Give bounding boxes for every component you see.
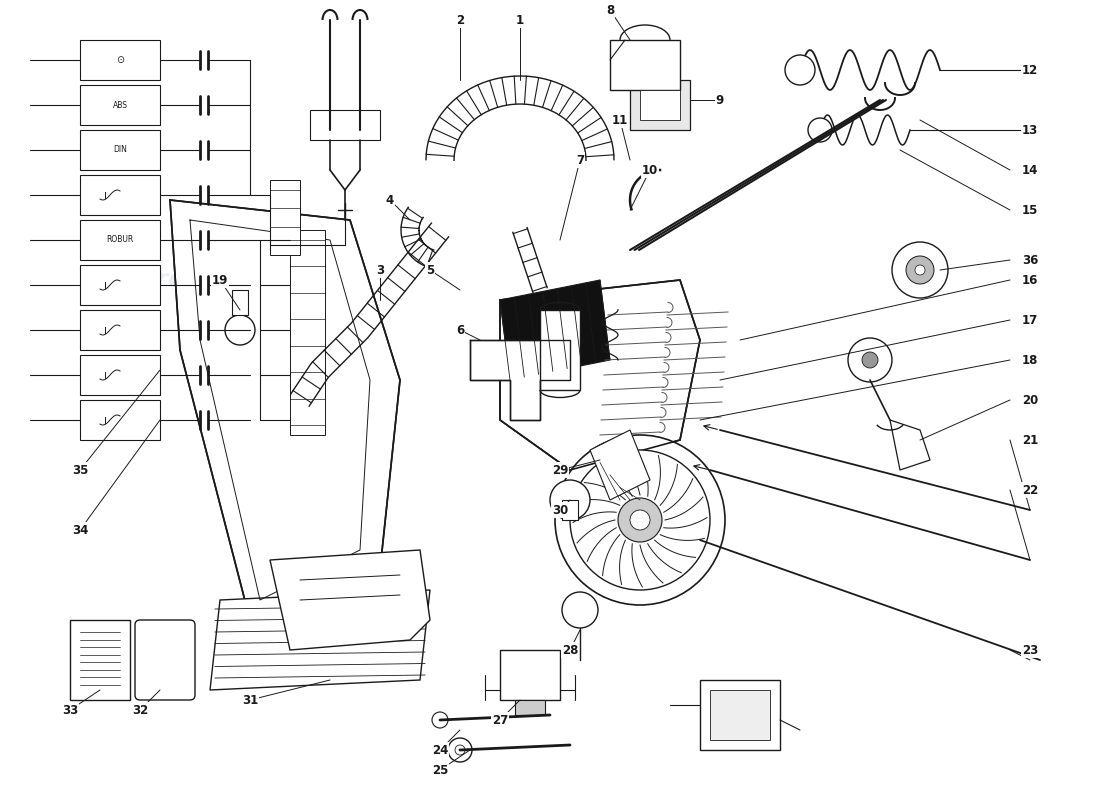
- Text: 24: 24: [432, 743, 448, 757]
- Circle shape: [432, 712, 448, 728]
- Circle shape: [455, 745, 465, 755]
- Circle shape: [862, 352, 878, 368]
- Text: 14: 14: [1022, 163, 1038, 177]
- Text: 27: 27: [492, 714, 508, 726]
- Circle shape: [562, 592, 598, 628]
- Text: 18: 18: [1022, 354, 1038, 366]
- Text: eurospares: eurospares: [121, 268, 279, 292]
- Circle shape: [785, 55, 815, 85]
- Text: 4: 4: [386, 194, 394, 206]
- Bar: [500, 650, 560, 700]
- Bar: [80, 40, 160, 80]
- Text: 35: 35: [72, 463, 88, 477]
- Bar: [80, 220, 160, 260]
- Text: 36: 36: [1022, 254, 1038, 266]
- Circle shape: [848, 338, 892, 382]
- Bar: [540, 310, 580, 390]
- Text: 17: 17: [1022, 314, 1038, 326]
- Bar: [310, 110, 380, 140]
- Bar: [290, 230, 324, 435]
- Polygon shape: [210, 590, 430, 690]
- Circle shape: [556, 435, 725, 605]
- Text: DIN: DIN: [113, 146, 127, 154]
- Polygon shape: [270, 550, 430, 650]
- Circle shape: [618, 498, 662, 542]
- Text: 30: 30: [552, 503, 568, 517]
- Circle shape: [915, 265, 925, 275]
- Bar: [80, 85, 160, 125]
- Text: 3: 3: [376, 263, 384, 277]
- Text: 32: 32: [132, 703, 148, 717]
- Text: 25: 25: [432, 763, 448, 777]
- Text: 10: 10: [642, 163, 658, 177]
- Text: ABS: ABS: [112, 101, 128, 110]
- Bar: [80, 355, 160, 395]
- Text: 31: 31: [242, 694, 258, 706]
- Text: 8: 8: [606, 3, 614, 17]
- Circle shape: [448, 738, 472, 762]
- Bar: [80, 130, 160, 170]
- Circle shape: [226, 315, 255, 345]
- Bar: [640, 90, 680, 120]
- Polygon shape: [890, 420, 930, 470]
- Text: 11: 11: [612, 114, 628, 126]
- Polygon shape: [500, 280, 610, 380]
- Text: ⊙: ⊙: [116, 55, 124, 65]
- FancyBboxPatch shape: [135, 620, 195, 700]
- Bar: [80, 400, 160, 440]
- Bar: [80, 310, 160, 350]
- Polygon shape: [170, 200, 400, 620]
- Bar: [710, 690, 770, 740]
- Bar: [562, 500, 578, 520]
- Bar: [232, 290, 248, 315]
- Text: 13: 13: [1022, 123, 1038, 137]
- Text: 29: 29: [552, 463, 569, 477]
- Text: 33: 33: [62, 703, 78, 717]
- Text: 20: 20: [1022, 394, 1038, 406]
- Bar: [700, 680, 780, 750]
- Bar: [80, 265, 160, 305]
- Text: 21: 21: [1022, 434, 1038, 446]
- Circle shape: [906, 256, 934, 284]
- Text: 6: 6: [455, 323, 464, 337]
- Text: 23: 23: [1022, 643, 1038, 657]
- Text: 12: 12: [1022, 63, 1038, 77]
- Text: 16: 16: [1022, 274, 1038, 286]
- Text: ROBUR: ROBUR: [107, 235, 133, 245]
- Text: 34: 34: [72, 523, 88, 537]
- Polygon shape: [500, 280, 700, 470]
- Bar: [270, 180, 300, 255]
- Polygon shape: [470, 340, 570, 420]
- Bar: [630, 80, 690, 130]
- Bar: [70, 620, 130, 700]
- Text: 2: 2: [455, 14, 464, 26]
- Text: 19: 19: [212, 274, 228, 286]
- Text: 5: 5: [426, 263, 434, 277]
- Polygon shape: [590, 430, 650, 500]
- Circle shape: [808, 118, 832, 142]
- Text: 1: 1: [516, 14, 524, 26]
- Circle shape: [892, 242, 948, 298]
- Circle shape: [570, 450, 710, 590]
- Text: 22: 22: [1022, 483, 1038, 497]
- Circle shape: [550, 480, 590, 520]
- Bar: [610, 40, 680, 90]
- Text: 9: 9: [716, 94, 724, 106]
- Bar: [80, 175, 160, 215]
- Text: eurospares: eurospares: [551, 458, 710, 482]
- Text: 15: 15: [1022, 203, 1038, 217]
- Bar: [515, 700, 544, 715]
- Circle shape: [630, 510, 650, 530]
- Text: 7: 7: [576, 154, 584, 166]
- Text: 28: 28: [562, 643, 579, 657]
